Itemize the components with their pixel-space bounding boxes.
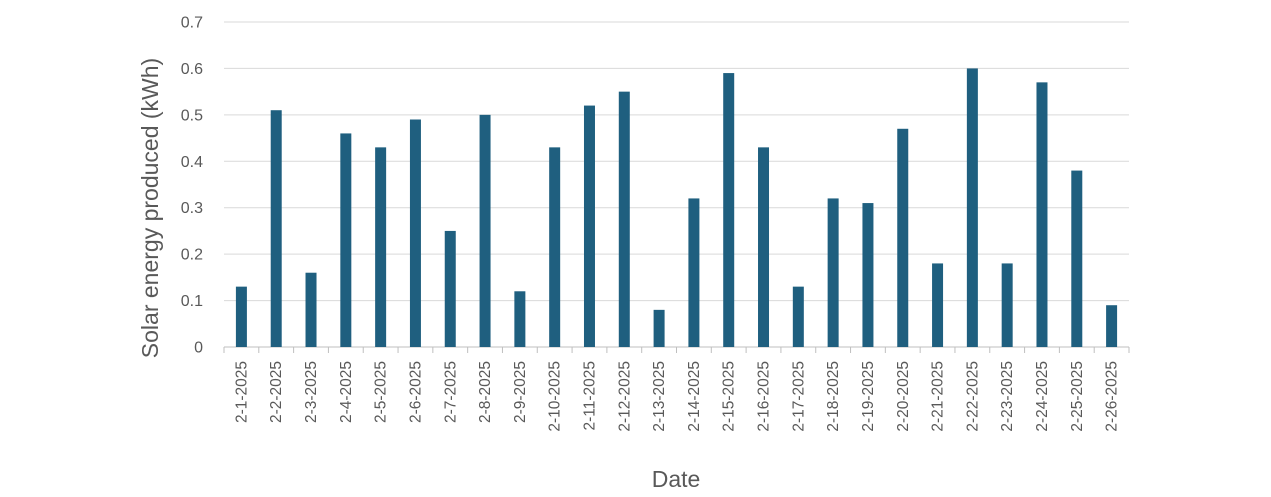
x-tick-label: 2-3-2025: [303, 361, 320, 423]
x-tick-label: 2-24-2025: [1034, 361, 1051, 432]
x-tick-label: 2-4-2025: [338, 361, 355, 423]
x-tick-label: 2-19-2025: [860, 361, 877, 432]
x-tick-label: 2-13-2025: [651, 361, 668, 432]
x-axis-title: Date: [652, 466, 701, 492]
x-tick-label: 2-22-2025: [964, 361, 981, 432]
y-tick-label: 0: [194, 340, 203, 357]
bar-2-4-2025: [340, 133, 352, 347]
bar-2-17-2025: [792, 286, 804, 347]
bar-2-19-2025: [862, 203, 874, 347]
y-tick-labels: 0 0.1 0.2 0.3 0.4 0.5 0.6 0.7: [181, 15, 203, 357]
bar-2-1-2025: [235, 286, 247, 347]
x-tick-labels: 2-1-2025 2-2-2025 2-3-2025 2-4-2025 2-5-2025…: [233, 361, 1120, 432]
x-tick-label: 2-11-2025: [581, 361, 598, 431]
bar-2-20-2025: [897, 128, 909, 347]
x-tick-label: 2-18-2025: [825, 361, 842, 432]
bar-2-11-2025: [583, 105, 595, 347]
x-tick-label: 2-20-2025: [895, 361, 912, 432]
y-tick-label: 0.7: [181, 15, 203, 32]
x-tick-label: 2-8-2025: [477, 361, 494, 423]
y-tick-label: 0.4: [181, 154, 203, 171]
x-tick-label: 2-12-2025: [616, 361, 633, 432]
bar-2-6-2025: [409, 119, 421, 347]
bar-2-3-2025: [305, 272, 317, 347]
x-tick-label: 2-21-2025: [930, 361, 947, 432]
x-tick-label: 2-5-2025: [373, 361, 390, 423]
bar-2-10-2025: [549, 147, 561, 347]
x-tick-label: 2-9-2025: [512, 361, 529, 423]
x-tick-label: 2-15-2025: [721, 361, 738, 432]
bar-2-26-2025: [1106, 305, 1118, 347]
bar-2-5-2025: [375, 147, 387, 347]
y-tick-label: 0.1: [181, 293, 203, 310]
x-tick-label: 2-2-2025: [268, 361, 285, 423]
gridlines: [223, 21, 1130, 353]
x-tick-label: 2-7-2025: [442, 361, 459, 423]
bar-2-7-2025: [444, 230, 456, 347]
y-tick-label: 0.3: [181, 200, 203, 217]
y-axis-title: Solar energy produced (kWh): [137, 58, 163, 358]
x-tick-label: 2-1-2025: [233, 361, 250, 423]
bar-2-9-2025: [514, 291, 526, 347]
x-tick-label: 2-14-2025: [686, 361, 703, 432]
bar-2-24-2025: [1036, 82, 1048, 347]
bars: [235, 68, 1118, 348]
bar-2-21-2025: [932, 263, 944, 347]
bar-2-14-2025: [688, 198, 700, 347]
bar-2-2-2025: [270, 110, 282, 347]
y-tick-label: 0.5: [181, 107, 203, 124]
bar-2-13-2025: [653, 309, 665, 347]
bar-2-8-2025: [479, 114, 491, 347]
x-tick-label: 2-6-2025: [407, 361, 424, 423]
bar-2-12-2025: [618, 91, 630, 348]
x-tick-label: 2-26-2025: [1104, 361, 1121, 432]
x-tick-label: 2-23-2025: [999, 361, 1016, 432]
x-tick-label: 2-25-2025: [1069, 361, 1086, 432]
x-tick-label: 2-17-2025: [790, 361, 807, 432]
y-tick-label: 0.6: [181, 61, 203, 78]
bar-2-18-2025: [827, 198, 839, 347]
x-tick-label: 2-16-2025: [756, 361, 773, 432]
bar-2-22-2025: [966, 68, 978, 347]
bar-2-15-2025: [723, 73, 735, 348]
bar-2-16-2025: [758, 147, 770, 347]
x-tick-label: 2-10-2025: [547, 361, 564, 432]
bar-2-25-2025: [1071, 170, 1083, 347]
y-tick-label: 0.2: [181, 247, 203, 264]
bar-2-23-2025: [1001, 263, 1013, 347]
